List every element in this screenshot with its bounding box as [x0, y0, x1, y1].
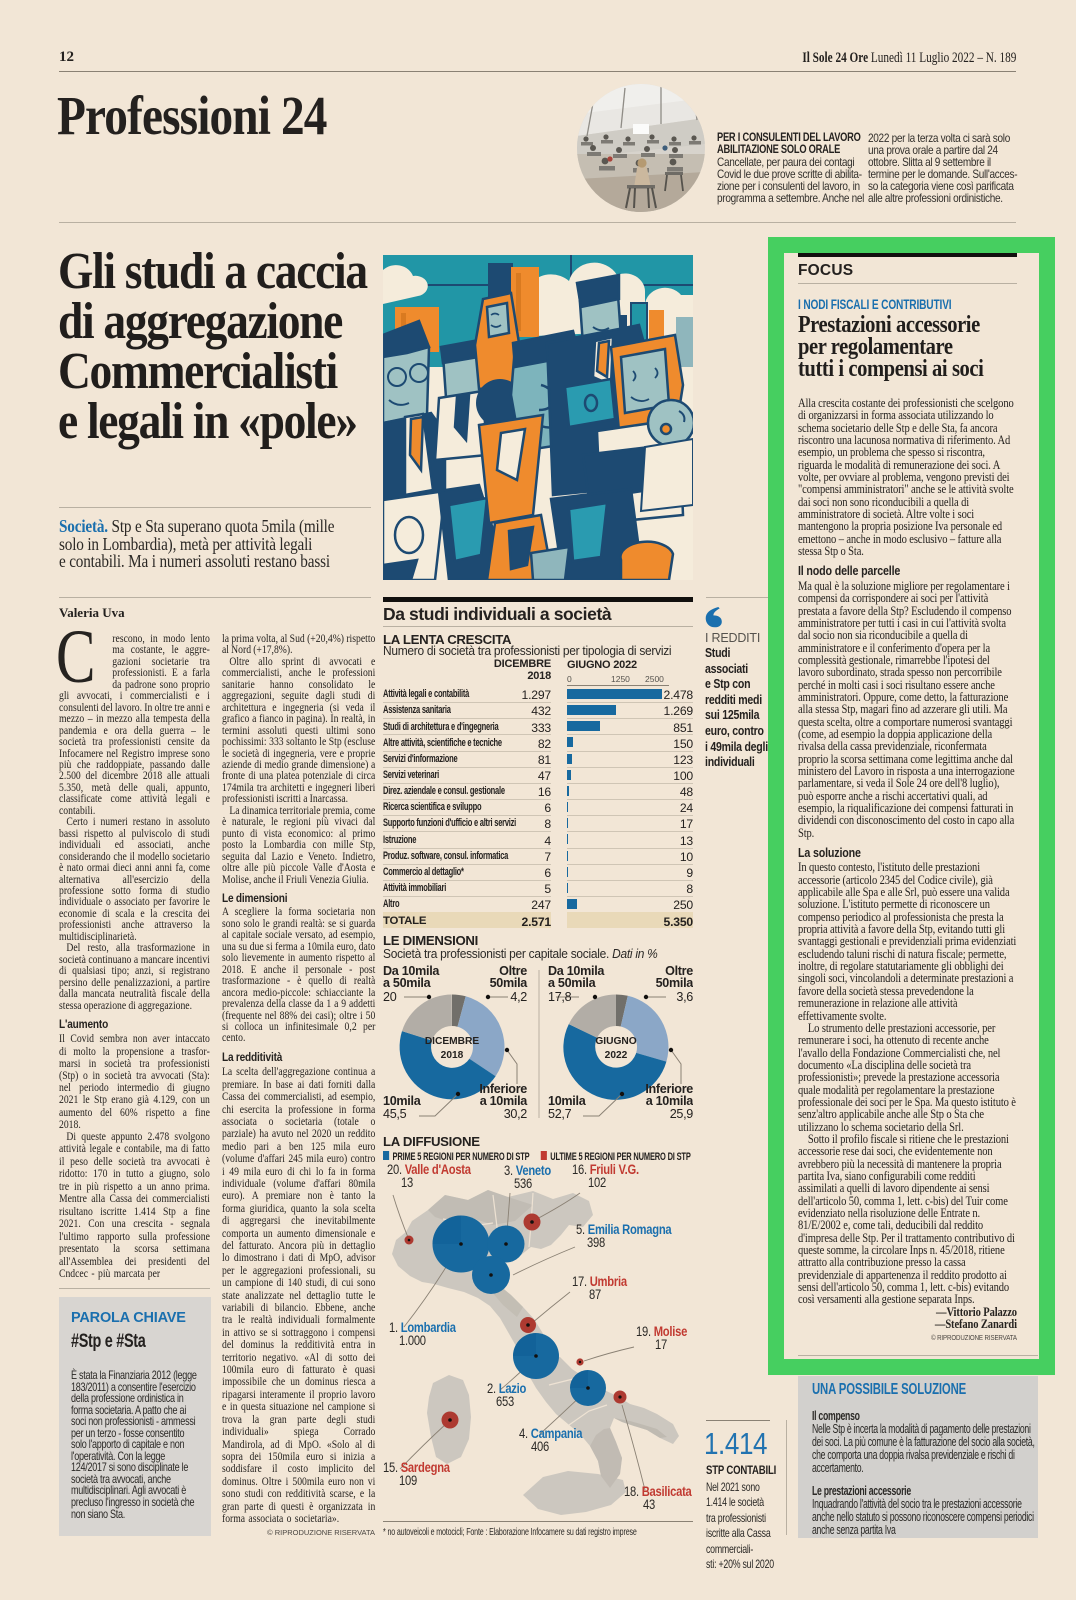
- svg-text:a 10mila: a 10mila: [480, 1094, 529, 1108]
- svg-text:Oltre: Oltre: [499, 964, 527, 978]
- svg-text:10mila: 10mila: [548, 1094, 587, 1108]
- svg-text:45,5: 45,5: [383, 1107, 407, 1121]
- svg-text:Da 10mila: Da 10mila: [548, 964, 605, 978]
- svg-text:a 10mila: a 10mila: [646, 1094, 693, 1108]
- svg-text:2018: 2018: [441, 1050, 464, 1061]
- svg-text:Da 10mila: Da 10mila: [383, 964, 440, 978]
- svg-text:30,2: 30,2: [504, 1107, 528, 1121]
- svg-text:25,9: 25,9: [670, 1107, 693, 1121]
- svg-text:10mila: 10mila: [383, 1094, 422, 1108]
- svg-text:17,8: 17,8: [548, 990, 572, 1004]
- svg-text:2022: 2022: [605, 1050, 628, 1061]
- svg-text:50mila: 50mila: [490, 976, 529, 990]
- svg-text:Inferiore: Inferiore: [479, 1082, 527, 1096]
- svg-text:GIUGNO: GIUGNO: [595, 1036, 636, 1047]
- svg-text:Oltre: Oltre: [665, 964, 693, 978]
- svg-text:Inferiore: Inferiore: [645, 1082, 693, 1096]
- svg-text:DICEMBRE: DICEMBRE: [425, 1036, 480, 1047]
- svg-text:a 50mila: a 50mila: [383, 976, 432, 990]
- svg-text:20: 20: [383, 990, 397, 1004]
- svg-text:a 50mila: a 50mila: [548, 976, 597, 990]
- svg-text:4,2: 4,2: [510, 990, 527, 1004]
- svg-text:52,7: 52,7: [548, 1107, 572, 1121]
- svg-text:3,6: 3,6: [676, 990, 693, 1004]
- svg-text:50mila: 50mila: [656, 976, 693, 990]
